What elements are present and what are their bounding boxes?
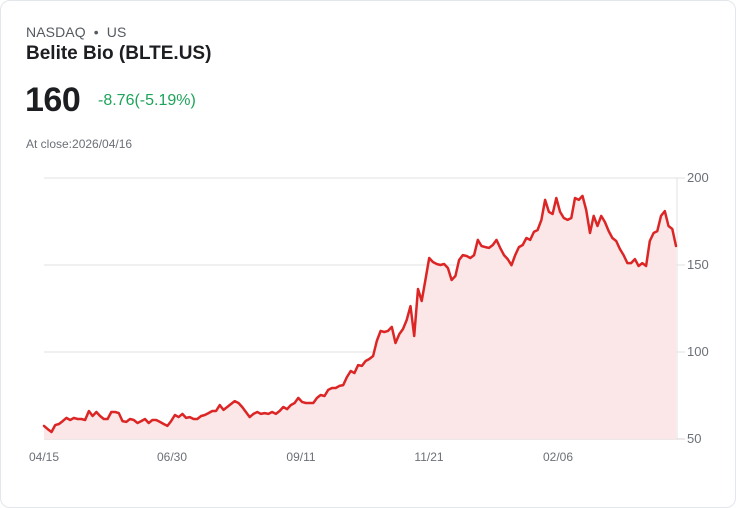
x-tick-label: 09/11 [286,450,316,464]
chart-svg [42,177,685,440]
y-tick-label: 100 [687,344,709,359]
x-tick-label: 11/21 [414,450,444,464]
price-change: -8.76(-5.19%) [98,92,196,109]
area-fill [44,195,676,439]
current-price: 160 [25,81,81,119]
x-tick-label: 06/30 [156,450,188,464]
x-tick-label: 04/15 [28,450,60,464]
stock-title: Belite Bio (BLTE.US) [26,43,212,64]
price-line [42,194,678,434]
market-name: US [106,24,127,40]
exchange-line: NASDAQ • US [26,24,126,40]
x-tick-label: 02/06 [542,450,574,464]
y-tick-label: 200 [687,170,709,185]
separator-dot: • [93,24,99,40]
price-chart[interactable]: 200 150 100 50 04/15 06/30 09/11 11/21 02/06 [1,161,736,481]
close-date: At close:2026/04/16 [26,137,133,151]
exchange-name: NASDAQ [26,24,86,40]
y-tick-label: 50 [687,431,702,446]
y-tick-label: 150 [687,257,709,272]
